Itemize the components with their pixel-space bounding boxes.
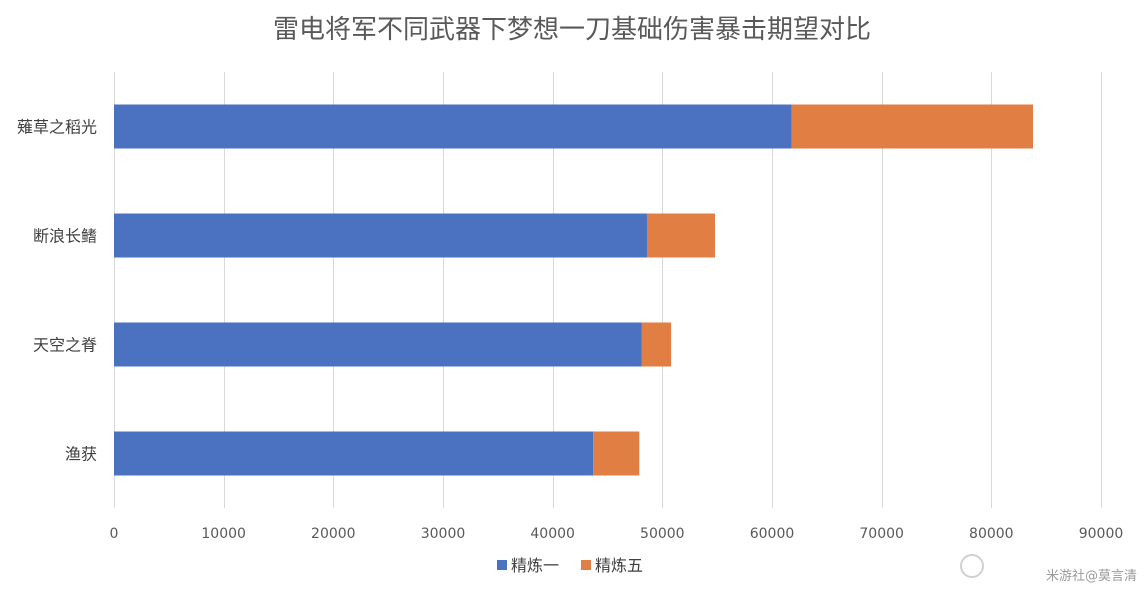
x-tick-label: 20000 <box>311 526 356 542</box>
bar-segment <box>641 322 672 367</box>
legend-label: 精炼一 <box>511 556 559 575</box>
category-label: 断浪长鳍 <box>33 227 97 246</box>
x-tick-label: 10000 <box>201 526 246 542</box>
x-tick-labels: 0 10000 20000 30000 40000 50000 60000 70000 8000… <box>110 526 1124 542</box>
bar-segment <box>791 104 1034 149</box>
category-label: 薙草之稻光 <box>17 118 97 137</box>
bar-segment <box>593 431 640 476</box>
x-tick-label: 60000 <box>750 526 795 542</box>
watermark: 米游社@莫言清 <box>960 554 1137 584</box>
watermark-logo-icon <box>960 554 984 578</box>
legend-label: 精炼五 <box>595 556 643 575</box>
watermark-text: 米游社@莫言清 <box>1046 568 1137 584</box>
x-tick-label: 80000 <box>969 526 1014 542</box>
x-tick-label: 90000 <box>1079 526 1124 542</box>
x-tick-label: 50000 <box>640 526 685 542</box>
x-tick-label: 70000 <box>859 526 904 542</box>
legend: 精炼一 精炼五 <box>497 556 643 575</box>
legend-swatch <box>497 560 507 570</box>
bar-segment <box>114 431 594 476</box>
bars <box>114 104 1034 476</box>
bar-segment <box>114 322 642 367</box>
legend-swatch <box>581 560 591 570</box>
x-tick-label: 40000 <box>530 526 575 542</box>
category-label: 渔获 <box>65 445 97 464</box>
category-label: 天空之脊 <box>33 336 97 355</box>
bar-segment <box>646 213 715 258</box>
chart-title: 雷电将军不同武器下梦想一刀基础伤害暴击期望对比 <box>273 15 871 45</box>
x-tick-label: 30000 <box>421 526 466 542</box>
bar-segment <box>114 213 647 258</box>
x-tick-label: 0 <box>110 526 119 542</box>
bar-segment <box>114 104 792 149</box>
